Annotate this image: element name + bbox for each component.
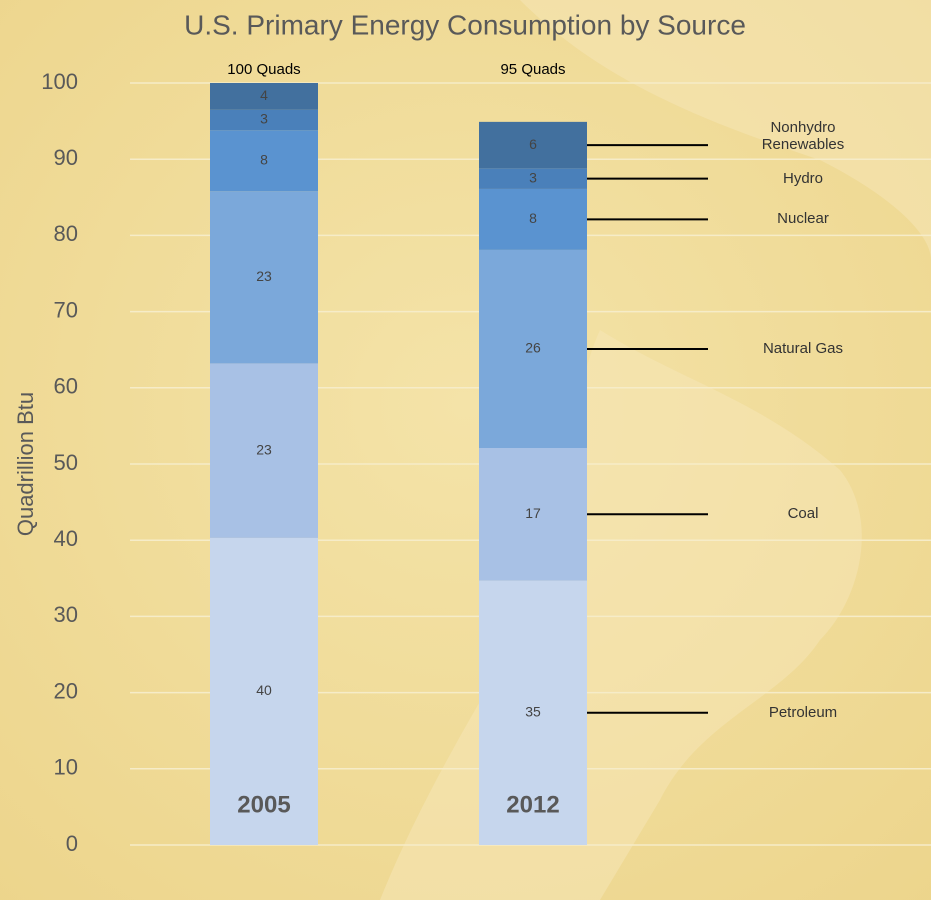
bar-segment xyxy=(210,537,318,845)
y-tick-label: 70 xyxy=(54,297,78,322)
bar-segment xyxy=(479,447,587,581)
bar-segment xyxy=(210,109,318,131)
legend-label: Nonhydro Renewables xyxy=(761,119,845,154)
x-tick-label: 2012 xyxy=(506,791,559,818)
data-label: 17 xyxy=(525,505,541,521)
legend-label: Hydro xyxy=(782,169,823,187)
legend-label: Natural Gas xyxy=(762,339,844,357)
y-tick-label: 100 xyxy=(41,69,78,94)
bar-segment xyxy=(479,188,587,250)
y-axis-label: Quadrillion Btu xyxy=(13,392,38,536)
data-label: 40 xyxy=(256,682,272,698)
legend-label: Petroleum xyxy=(768,703,838,721)
y-tick-label: 60 xyxy=(54,374,78,399)
bar-segment xyxy=(210,363,318,538)
bar-segment xyxy=(479,121,587,169)
y-tick-label: 40 xyxy=(54,526,78,551)
legend-text: Coal xyxy=(787,505,819,523)
legend-text: Nuclear xyxy=(777,210,829,228)
legend-text: Hydro xyxy=(782,169,823,187)
legend-label: Nuclear xyxy=(777,210,829,228)
data-label: 35 xyxy=(525,703,541,719)
legend-text: Petroleum xyxy=(768,703,838,721)
data-label: 23 xyxy=(256,268,272,284)
y-tick-label: 20 xyxy=(54,678,78,703)
bar-segment xyxy=(479,580,587,845)
legend-text: Nonhydro Renewables xyxy=(761,119,845,154)
y-tick-label: 30 xyxy=(54,602,78,627)
data-label: 3 xyxy=(529,169,537,185)
y-tick-label: 0 xyxy=(66,831,78,856)
data-label: 6 xyxy=(529,136,537,152)
chart-title: U.S. Primary Energy Consumption by Sourc… xyxy=(184,9,746,40)
data-label: 3 xyxy=(260,111,268,127)
y-tick-label: 80 xyxy=(54,221,78,246)
data-label: 8 xyxy=(529,210,537,226)
bar-segment xyxy=(479,249,587,448)
y-tick-label: 90 xyxy=(54,145,78,170)
bar-segment xyxy=(210,83,318,110)
data-label: 26 xyxy=(525,340,541,356)
data-label: 23 xyxy=(256,441,272,457)
y-tick-label: 10 xyxy=(54,755,78,780)
annotation: 95 Quads xyxy=(500,61,565,78)
y-tick-label: 50 xyxy=(54,450,78,475)
data-label: 4 xyxy=(260,87,268,103)
x-tick-label: 2005 xyxy=(237,791,290,818)
bar-segment xyxy=(210,130,318,192)
annotation: 100 Quads xyxy=(227,61,300,78)
bar-segment xyxy=(210,191,318,364)
bar-segment xyxy=(479,168,587,189)
data-label: 8 xyxy=(260,151,268,167)
legend-label: Coal xyxy=(787,505,819,523)
legend-text: Natural Gas xyxy=(762,339,844,357)
